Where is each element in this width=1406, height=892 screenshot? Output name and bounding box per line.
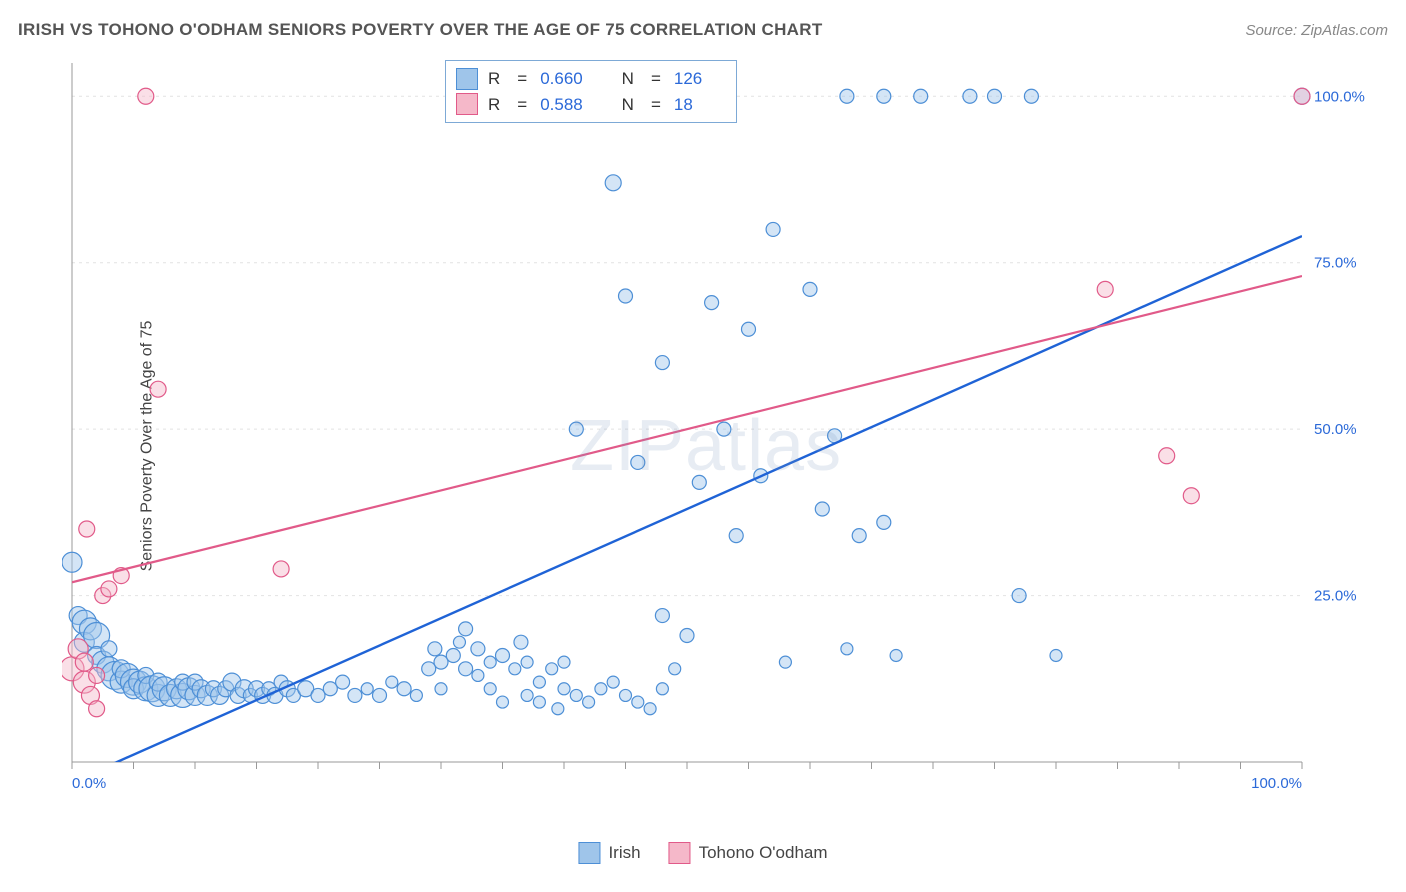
stat-eq: =	[651, 92, 661, 118]
stat-n-tohono: 18	[674, 92, 726, 118]
plot-area: 25.0% 50.0% 75.0% 100.0% 0.0% 100.0%	[62, 55, 1382, 800]
svg-text:50.0%: 50.0%	[1314, 421, 1357, 438]
stat-label-r: R	[488, 92, 500, 118]
svg-text:100.0%: 100.0%	[1314, 88, 1365, 105]
legend-swatch-tohono	[669, 842, 691, 864]
scatter-chart-svg: 25.0% 50.0% 75.0% 100.0% 0.0% 100.0%	[62, 55, 1382, 800]
header: IRISH VS TOHONO O'ODHAM SENIORS POVERTY …	[18, 20, 1388, 40]
correlation-stats-box: R = 0.660 N = 126 R = 0.588 N = 18	[445, 60, 737, 123]
svg-text:0.0%: 0.0%	[72, 775, 106, 792]
stat-label-n: N	[622, 92, 634, 118]
legend-label-tohono: Tohono O'odham	[699, 843, 828, 863]
swatch-irish	[456, 68, 478, 90]
svg-text:25.0%: 25.0%	[1314, 588, 1357, 605]
legend-item-tohono: Tohono O'odham	[669, 842, 828, 864]
stats-row-irish: R = 0.660 N = 126	[456, 66, 726, 92]
stat-eq: =	[517, 92, 527, 118]
chart-title: IRISH VS TOHONO O'ODHAM SENIORS POVERTY …	[18, 20, 823, 40]
legend-swatch-irish	[578, 842, 600, 864]
source-attribution: Source: ZipAtlas.com	[1245, 22, 1388, 39]
stat-eq: =	[517, 66, 527, 92]
stat-eq: =	[651, 66, 661, 92]
svg-text:75.0%: 75.0%	[1314, 255, 1357, 272]
stat-label-r: R	[488, 66, 500, 92]
stat-r-irish: 0.660	[540, 66, 592, 92]
stat-label-n: N	[622, 66, 634, 92]
swatch-tohono	[456, 93, 478, 115]
legend-label-irish: Irish	[608, 843, 640, 863]
stat-r-tohono: 0.588	[540, 92, 592, 118]
stats-row-tohono: R = 0.588 N = 18	[456, 92, 726, 118]
legend-item-irish: Irish	[578, 842, 640, 864]
svg-text:100.0%: 100.0%	[1251, 775, 1302, 792]
legend: Irish Tohono O'odham	[578, 842, 827, 864]
stat-n-irish: 126	[674, 66, 726, 92]
